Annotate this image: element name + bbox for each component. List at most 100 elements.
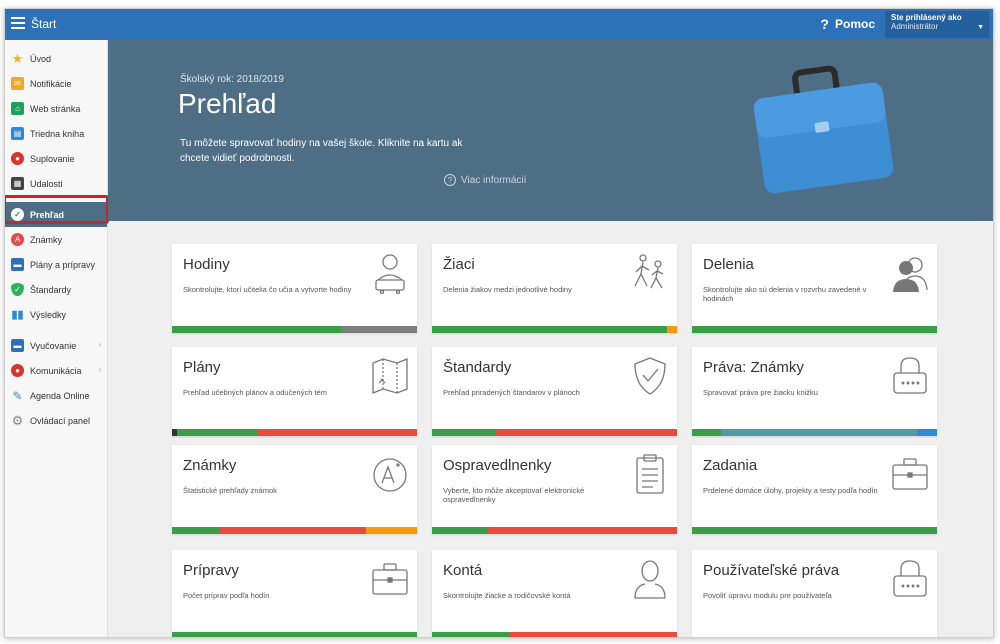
question-icon: ? — [820, 16, 829, 32]
card-title: Plány — [183, 359, 221, 376]
card-title: Používateľské práva — [703, 562, 840, 579]
teaching-icon: ▬ — [11, 339, 24, 352]
sidebar-item-web-stranka[interactable]: ⌂ Web stránka — [5, 96, 107, 121]
teacher-icon — [375, 254, 405, 294]
card-title: Práva: Známky — [703, 359, 804, 376]
sidebar-item-vysledky[interactable]: ▮▮ Výsledky — [5, 302, 107, 327]
students-icon — [634, 254, 664, 289]
card-subtitle: Prdelené domáce úlohy, projekty a testy … — [703, 486, 878, 495]
grade-icon: A — [11, 233, 24, 246]
progress-segment — [692, 429, 721, 436]
user-menu[interactable]: Ste prihlásený ako Administrátor ▼ — [885, 11, 989, 38]
user-icon — [634, 560, 666, 599]
sidebar-item-label: Úvod — [30, 53, 52, 64]
progress-bar — [432, 632, 677, 637]
sidebar-item-vyucovanie[interactable]: ▬ Vyučovanie › — [5, 333, 107, 358]
sidebar-item-agenda-online[interactable]: ✎ Agenda Online — [5, 383, 107, 408]
sidebar-item-ovladaci-panel[interactable]: ⚙ Ovládací panel — [5, 408, 107, 433]
card-hodiny[interactable]: Hodiny Skontrolujte, ktorí učitelia čo u… — [172, 244, 417, 333]
sidebar-item-znamky[interactable]: A Známky — [5, 227, 107, 252]
card-prava-znamky[interactable]: Práva: Známky Spravovať práva pre žiacku… — [692, 347, 937, 436]
card-title: Žiaci — [443, 256, 475, 273]
sidebar-item-label: Web stránka — [30, 103, 81, 114]
progress-segment — [172, 326, 341, 333]
groups-icon — [893, 257, 928, 292]
menu-icon[interactable] — [11, 17, 25, 29]
user-logged-as: Ste prihlásený ako — [891, 13, 962, 22]
card-title: Ospravedlnenky — [443, 457, 552, 474]
sidebar-item-label: Prehľad — [30, 209, 64, 220]
sidebar-item-label: Štandardy — [30, 284, 72, 295]
progress-segment — [510, 632, 677, 637]
sidebar-item-prehlad[interactable]: ✓ Prehľad — [5, 202, 107, 227]
card-subtitle: Prehľad učebných plánov a odučených tém — [183, 388, 327, 397]
sidebar-item-notifikacie[interactable]: ✉ Notifikácie — [5, 71, 107, 96]
page-title: Prehľad — [178, 88, 277, 119]
card-title: Kontá — [443, 562, 483, 579]
progress-segment — [488, 527, 677, 534]
sidebar-item-label: Známky — [30, 234, 63, 245]
card-title: Známky — [183, 457, 237, 474]
progress-segment — [667, 326, 677, 333]
card-subtitle: Štatistické prehľady známok — [183, 486, 277, 495]
sidebar-item-label: Vyučovanie — [30, 340, 77, 351]
sidebar-item-label: Suplovanie — [30, 153, 75, 164]
progress-segment — [432, 632, 510, 637]
app-title[interactable]: Štart — [31, 17, 57, 31]
gear-icon: ⚙ — [11, 412, 24, 428]
star-icon: ★ — [11, 50, 24, 66]
progress-segment — [721, 429, 917, 436]
help-button[interactable]: ? Pomoc — [820, 16, 875, 32]
progress-bar — [432, 527, 677, 534]
card-pripravy[interactable]: Prípravy Počet príprav podľa hodín — [172, 550, 417, 637]
sidebar-item-triedna-kniha[interactable]: ▤ Triedna kniha — [5, 121, 107, 146]
school-year: Školský rok: 2018/2019 — [180, 74, 284, 85]
progress-segment — [258, 429, 417, 436]
card-znamky[interactable]: Známky Štatistické prehľady známok — [172, 445, 417, 534]
progress-bar — [692, 527, 937, 534]
card-delenia[interactable]: Delenia Skontrolujte ako sú delenia v ro… — [692, 244, 937, 333]
sidebar-item-label: Plány a prípravy — [30, 259, 96, 270]
sidebar-item-komunikacia[interactable]: ● Komunikácia › — [5, 358, 107, 383]
hero-description: Tu môžete spravovať hodiny na vašej škol… — [180, 138, 463, 164]
card-title: Delenia — [703, 256, 754, 273]
map-icon — [372, 358, 408, 394]
progress-bar — [172, 527, 417, 534]
sidebar-item-plany-a-pripravy[interactable]: ▬ Plány a prípravy — [5, 252, 107, 277]
book-icon: ▤ — [11, 127, 24, 140]
progress-segment — [432, 429, 496, 436]
progress-bar — [692, 326, 937, 333]
card-plany[interactable]: Plány Prehľad učebných plánov a odučenýc… — [172, 347, 417, 436]
chat-icon: ● — [11, 364, 24, 377]
more-info-label: Viac informácií — [461, 174, 527, 186]
progress-segment — [496, 429, 677, 436]
chart-icon: ▮▮ — [11, 309, 24, 321]
progress-bar — [432, 326, 677, 333]
sidebar-item-standardy[interactable]: ✓ Štandardy — [5, 277, 107, 302]
home-icon: ⌂ — [11, 102, 24, 115]
card-ziaci[interactable]: Žiaci Delenia žiakov medzi jednotlivé ho… — [432, 244, 677, 333]
card-standardy[interactable]: Štandardy Prehľad priradených štandarov … — [432, 347, 677, 436]
top-bar: Štart ? Pomoc Ste prihlásený ako Adminis… — [5, 9, 993, 40]
clipboard-icon — [636, 454, 664, 494]
sidebar-item-uvod[interactable]: ★ Úvod — [5, 46, 107, 71]
card-subtitle: Delenia žiakov medzi jednotlivé hodiny — [443, 285, 572, 294]
card-zadania[interactable]: Zadania Prdelené domáce úlohy, projekty … — [692, 445, 937, 534]
card-subtitle: Vyberte, kto môže akceptovať elektronick… — [443, 486, 585, 504]
card-konta[interactable]: Kontá Skontrolujte žiacke a rodičovské k… — [432, 550, 677, 637]
progress-segment — [219, 527, 366, 534]
progress-segment — [172, 429, 177, 436]
progress-segment — [177, 429, 258, 436]
progress-segment — [692, 527, 937, 534]
card-subtitle: Skontrolujte ako sú delenia v rozvrhu za… — [703, 285, 867, 303]
card-ospravedlnenky[interactable]: Ospravedlnenky Vyberte, kto môže akcepto… — [432, 445, 677, 534]
sidebar-item-suplovanie[interactable]: ● Suplovanie — [5, 146, 107, 171]
more-info-link[interactable]: ? Viac informácií — [444, 174, 526, 186]
progress-segment — [692, 326, 937, 333]
chevron-down-icon: ▼ — [977, 24, 984, 31]
question-circle-icon: ? — [444, 174, 456, 186]
card-pouzivatelske-prava[interactable]: Používateľské práva Povoliť úpravu modul… — [692, 550, 937, 637]
help-label: Pomoc — [834, 17, 875, 31]
card-subtitle: Počet príprav podľa hodín — [183, 591, 270, 600]
sidebar-item-udalosti[interactable]: ▦ Udalosti — [5, 171, 107, 196]
